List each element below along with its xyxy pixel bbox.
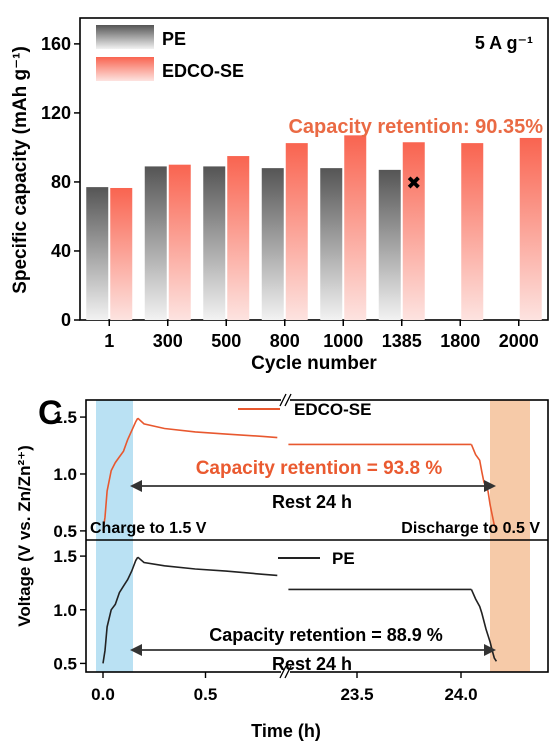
bar-pe-800 [261,168,284,320]
edco-charge-line [102,417,139,532]
bar-edco-800 [285,143,308,320]
x-tick-label-1: 1 [104,331,114,351]
axis-break-top [279,393,292,407]
voltage-y-ticks: 0.5 1.0 1.5 0.5 1.0 1.5 [53,408,86,673]
x-tick-label-300: 300 [153,331,183,351]
bar-edco-300 [168,164,191,320]
bar-plot-frame [79,17,549,321]
discharge-label: Discharge to 0.5 V [401,520,540,537]
pe-charge-line [102,556,139,664]
x-tick-label-0.0: 0.0 [91,685,115,704]
bar-pe-1385 [378,169,401,320]
pe-rest-label: Rest 24 h [272,654,352,674]
pe-rest-arrow [130,644,496,656]
bar-y-axis-label: Specific capacity (mAh g⁻¹) [10,46,31,294]
legend-label-edco-voltage: EDCO-SE [294,400,371,419]
y-tick-label-80: 80 [51,172,71,192]
y-tick-label-top-1.5: 1.5 [53,408,77,427]
voltage-marks [102,417,498,664]
y-tick-label-bottom-1.5: 1.5 [53,547,77,566]
y-tick-label-top-0.5: 0.5 [53,522,77,541]
y-tick-label-top-1.0: 1.0 [53,465,77,484]
x-tick-label-23.5: 23.5 [340,685,373,704]
bar-pe-300 [144,166,167,320]
discharge-region [490,400,530,672]
voltage-plot-frame [85,399,549,673]
y-tick-label-0: 0 [61,310,71,330]
rate-label: 5 A g⁻¹ [475,33,533,53]
bar-edco-2000 [519,137,542,320]
bar-panel: 0 40 80 120 160 1 300 500 800 1000 1385 1800 2000 S… [10,17,549,374]
voltage-panel: C 0.5 1.0 1.5 0.5 1.0 1.5 0.0 0.5 23.5 24.0 EDCO… [15,393,549,741]
bar-marks [86,135,542,320]
edco-rest-label: Rest 24 h [272,492,352,512]
y-tick-label-120: 120 [41,103,71,123]
x-tick-label-500: 500 [211,331,241,351]
edco-retention-label: Capacity retention = 93.8 % [196,458,443,479]
x-tick-label-1000: 1000 [323,331,363,351]
edco-rest-first-line [137,417,278,439]
voltage-x-ticks: 0.0 0.5 23.5 24.0 [91,672,478,704]
legend-swatch-edco [96,57,154,81]
bar-x-ticks: 1 300 500 800 1000 1385 1800 2000 [104,320,539,351]
x-tick-label-24.0: 24.0 [444,685,477,704]
pe-discharge-line [470,589,498,662]
bar-edco-500 [227,156,250,320]
legend-swatch-pe [96,25,154,49]
y-tick-label-160: 160 [41,34,71,54]
x-tick-label-2000: 2000 [499,331,539,351]
charge-region [96,400,133,672]
charge-label: Charge to 1.5 V [90,520,207,537]
bar-edco-1385 [402,142,425,320]
bar-retention-label: Capacity retention: 90.35% [288,116,543,138]
bar-y-ticks: 0 40 80 120 160 [41,34,80,330]
bar-edco-1800 [461,143,484,320]
voltage-x-axis-label: Time (h) [251,721,321,741]
voltage-y-axis-label: Voltage (V vs. Zn/Zn²⁺) [15,445,34,627]
y-tick-label-40: 40 [51,241,71,261]
x-tick-label-800: 800 [270,331,300,351]
y-tick-label-bottom-1.0: 1.0 [53,601,77,620]
bar-pe-1000 [320,168,343,320]
y-tick-label-bottom-0.5: 0.5 [53,654,77,673]
failure-marker: ✖ [406,173,421,193]
pe-retention-label: Capacity retention = 88.9 % [209,625,443,645]
x-tick-label-1800: 1800 [440,331,480,351]
bar-x-axis-label: Cycle number [251,353,377,374]
bar-edco-1 [110,187,133,320]
bar-pe-1 [86,187,109,320]
panel-label-c: C [38,394,63,432]
bar-edco-1000 [344,135,367,320]
legend-label-pe: PE [162,29,186,49]
legend-label-edco: EDCO-SE [162,61,244,81]
bar-pe-500 [203,166,226,320]
x-tick-label-1385: 1385 [382,331,422,351]
axis-break-bottom [279,665,292,679]
pe-rest-first-line [137,556,278,577]
x-tick-label-0.5: 0.5 [194,685,218,704]
edco-rest-arrow [130,480,496,492]
legend-label-pe-voltage: PE [332,549,355,568]
